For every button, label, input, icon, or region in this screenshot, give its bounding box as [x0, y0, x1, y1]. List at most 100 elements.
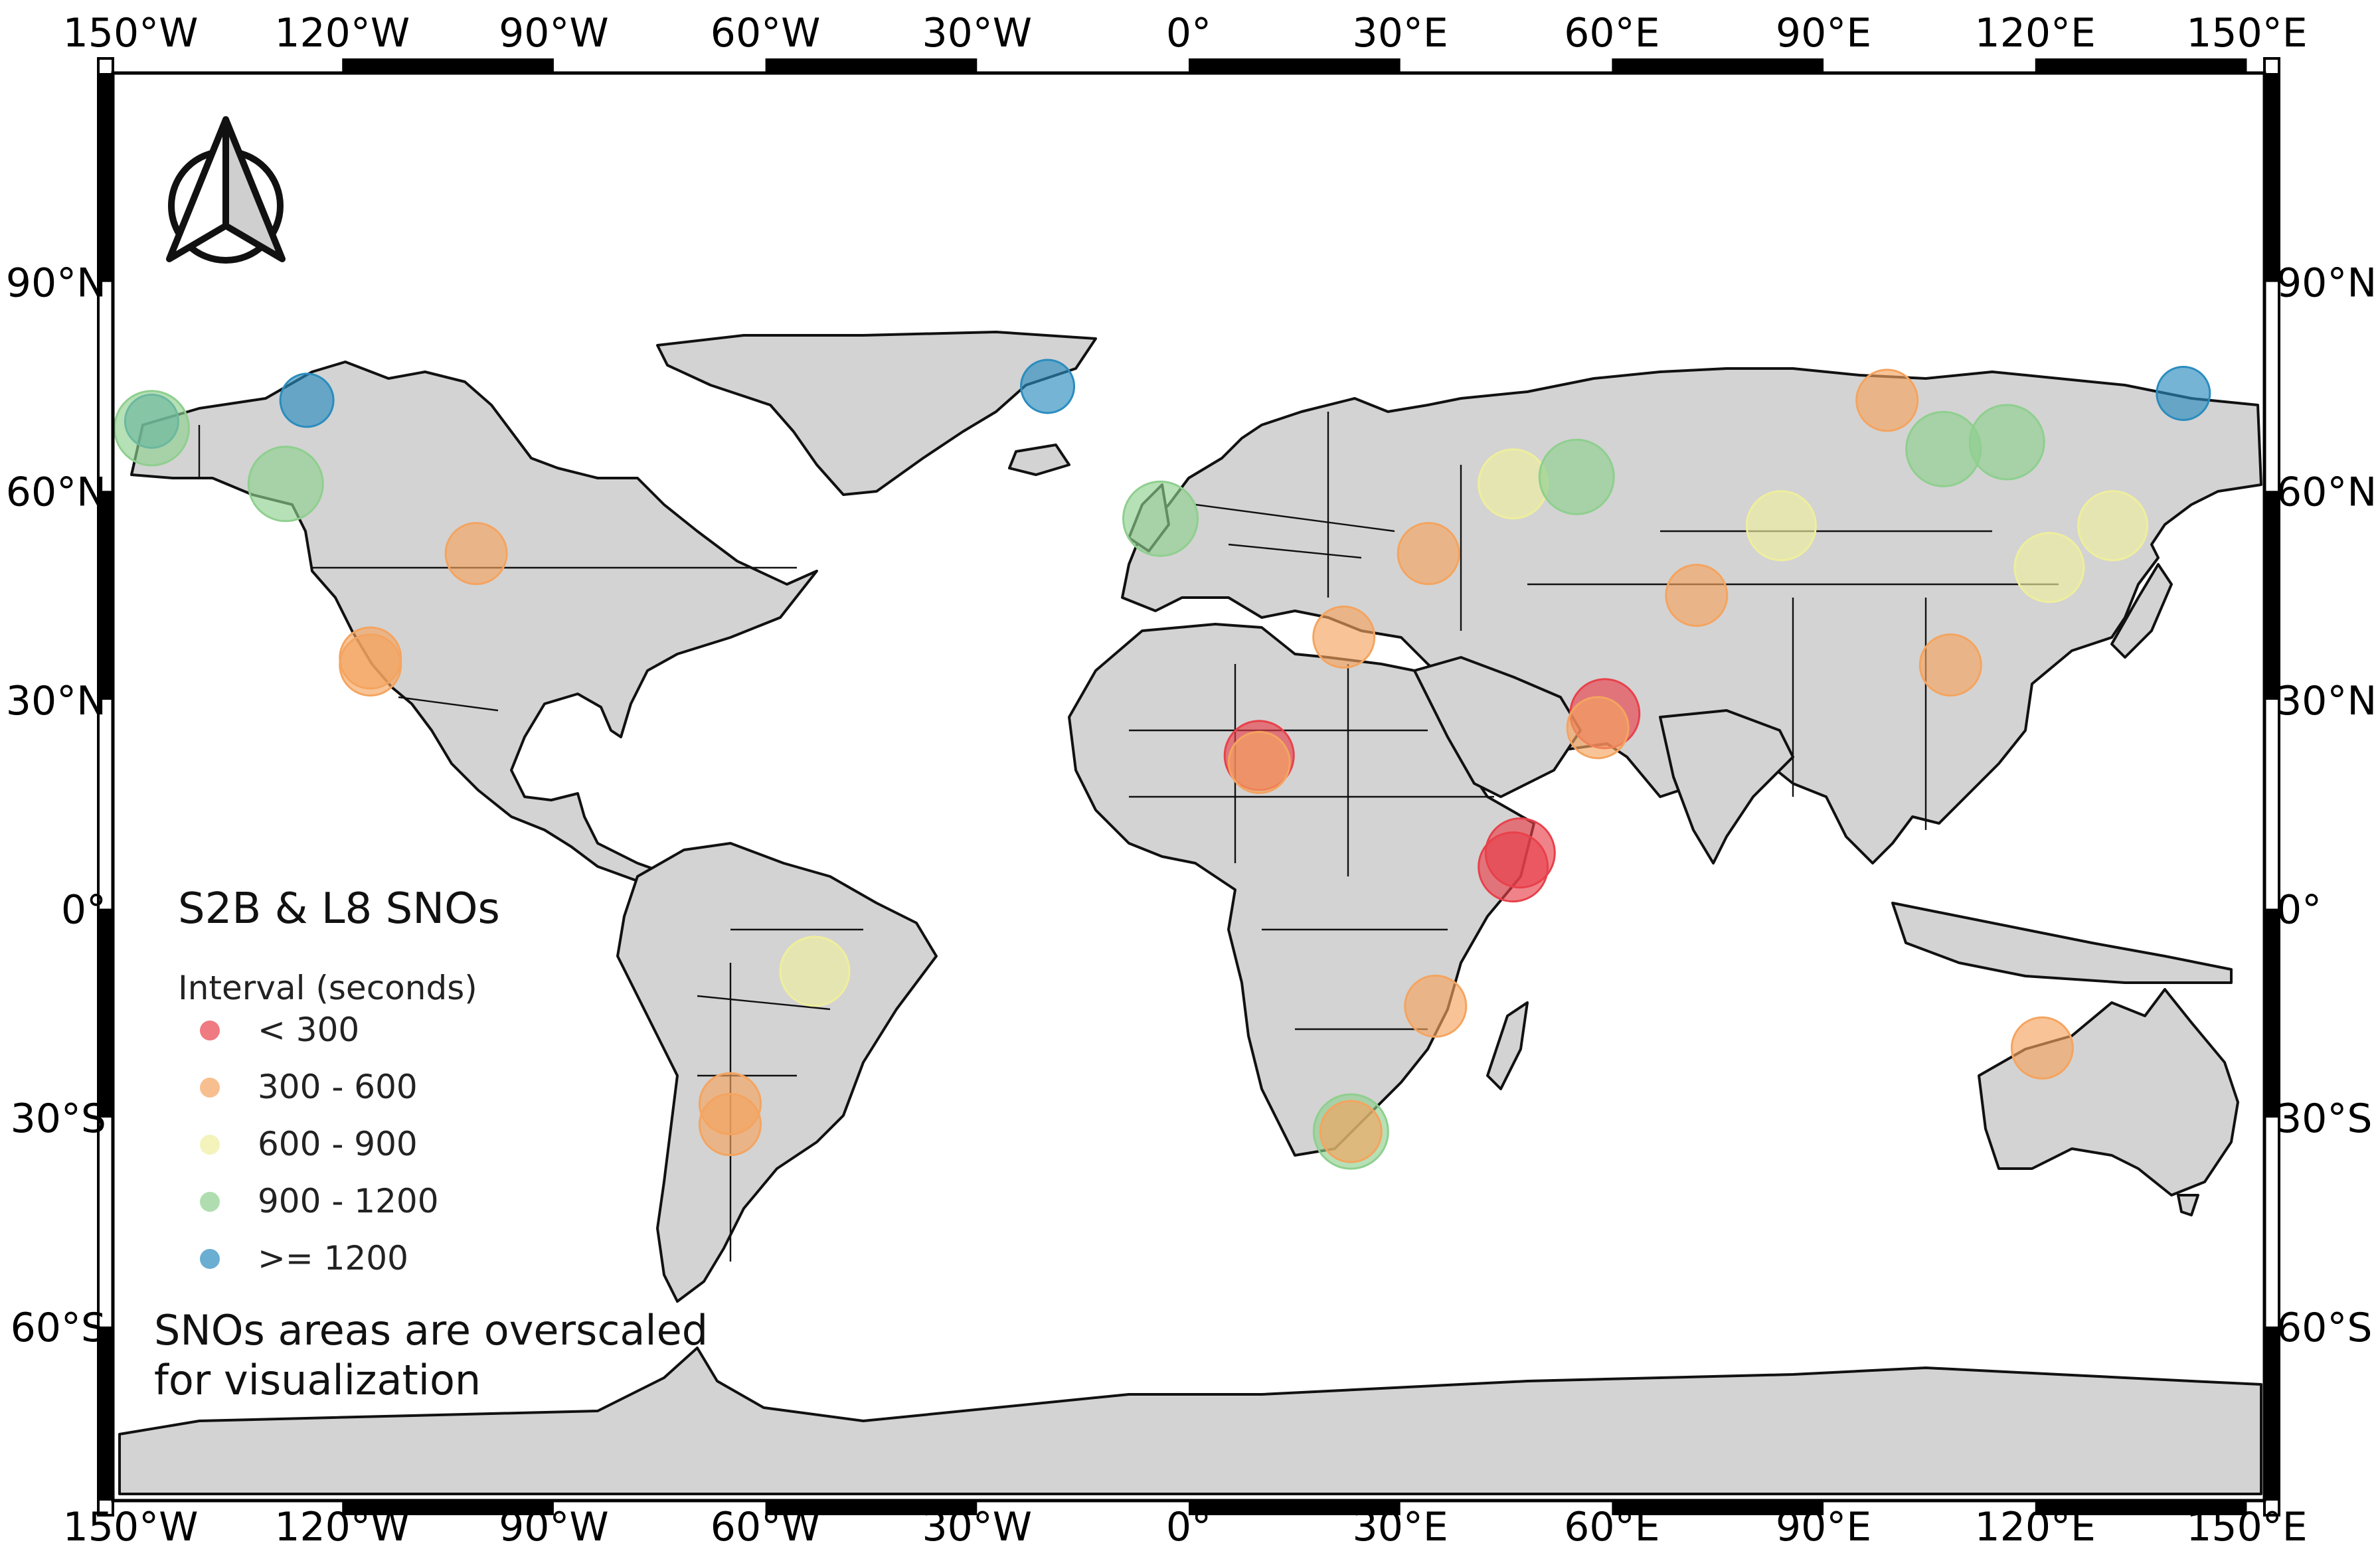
- lon-tick-label: 60°E: [1564, 1504, 1659, 1550]
- lat-tick-label: 30°S: [11, 1096, 106, 1142]
- sno-point: [247, 446, 324, 523]
- legend-label: 900 - 1200: [258, 1182, 439, 1220]
- lat-tick-label: 0°: [61, 887, 106, 934]
- frame-bar: [98, 1326, 113, 1501]
- sno-point: [1397, 522, 1460, 586]
- frame-bar: [1612, 58, 1824, 73]
- sno-point: [1020, 359, 1076, 414]
- lon-tick-label: 30°E: [1353, 10, 1448, 56]
- lon-tick-label: 30°W: [922, 10, 1032, 56]
- legend-swatch: [200, 1192, 220, 1212]
- madagascar: [1486, 1001, 1529, 1090]
- arabia: [1413, 656, 1582, 798]
- lat-tick-label: 0°: [2276, 887, 2322, 934]
- lat-tick-label: 60°N: [2276, 469, 2377, 515]
- legend-subtitle: Interval (seconds): [178, 969, 477, 1007]
- sno-point: [779, 936, 851, 1007]
- tasmania: [2177, 1194, 2199, 1216]
- legend-label: 600 - 900: [258, 1125, 418, 1163]
- graticule-labels: 150°W 150°W 120°W 120°W 90°W 90°W 60°W 60°W 30°W…: [6, 10, 2377, 1550]
- lon-tick-label: 60°W: [711, 10, 821, 56]
- lon-tick-label: 90°E: [1776, 1504, 1871, 1550]
- sno-point: [2077, 490, 2149, 562]
- lon-tick-label: 120°E: [1975, 1504, 2096, 1550]
- indonesia: [1891, 902, 2233, 984]
- sno-point: [1478, 831, 1549, 903]
- lat-tick-label: 30°N: [6, 678, 106, 724]
- note-line-2: for visualization: [154, 1356, 481, 1404]
- sno-point: [2156, 365, 2211, 421]
- sno-point: [2010, 1016, 2074, 1080]
- sno-point: [444, 522, 508, 586]
- frame-bar: [2264, 73, 2279, 282]
- frame-bar: [2035, 1501, 2247, 1515]
- lon-tick-label: 120°W: [274, 10, 410, 56]
- sno-point: [1319, 1100, 1383, 1163]
- sno-point: [339, 633, 402, 697]
- lon-tick-label: 120°E: [1975, 10, 2096, 56]
- australia: [1978, 988, 2239, 1196]
- sno-point: [1122, 480, 1199, 557]
- lon-tick-label: 150°W: [63, 10, 199, 56]
- sno-points-layer: [113, 359, 2211, 1170]
- lon-tick-label: 0°: [1166, 10, 1211, 56]
- sno-point: [1227, 730, 1291, 794]
- sno-point: [279, 372, 335, 428]
- sno-point: [2013, 532, 2085, 604]
- lon-tick-label: 90°E: [1776, 10, 1871, 56]
- frame-bar: [765, 1501, 978, 1515]
- japan: [2110, 563, 2173, 659]
- sno-point: [1918, 633, 1982, 697]
- sno-point: [1968, 404, 2045, 481]
- frame-bar: [2264, 1326, 2279, 1501]
- lat-tick-label: 90°N: [6, 260, 106, 307]
- north-arrow-icon: [166, 116, 286, 264]
- sno-point: [1665, 564, 1729, 627]
- sno-point: [1478, 448, 1549, 520]
- legend-label: 300 - 600: [258, 1068, 418, 1106]
- sno-point: [1745, 490, 1817, 562]
- legend-swatch: [200, 1249, 220, 1269]
- frame-bar: [98, 491, 113, 700]
- frame-bar: [97, 57, 114, 1517]
- lon-tick-label: 30°E: [1353, 1504, 1448, 1550]
- lat-tick-label: 60°S: [2276, 1305, 2372, 1351]
- sno-point: [699, 1093, 762, 1157]
- frame-bar: [2263, 57, 2280, 1517]
- lon-tick-label: 150°E: [2186, 10, 2307, 56]
- legend-swatch: [200, 1021, 220, 1040]
- legend: S2B & L8 SNOs Interval (seconds) < 300 30…: [178, 884, 500, 1277]
- lat-tick-label: 60°S: [11, 1305, 106, 1351]
- sno-point: [1566, 696, 1630, 760]
- legend-swatch: [200, 1135, 220, 1155]
- legend-label: < 300: [258, 1011, 359, 1049]
- graticule-frame-bars: [97, 57, 2280, 1517]
- lon-tick-label: 150°E: [2186, 1504, 2307, 1550]
- sno-point: [1312, 606, 1376, 669]
- frame-bar: [98, 908, 113, 1118]
- lon-tick-label: 60°W: [711, 1504, 821, 1550]
- legend-swatch: [200, 1078, 220, 1098]
- frame-bar: [342, 1501, 554, 1515]
- lat-tick-label: 30°S: [2276, 1096, 2372, 1142]
- antarctica: [118, 1347, 2262, 1495]
- frame-bar: [2264, 491, 2279, 700]
- lon-tick-label: 90°W: [499, 10, 609, 56]
- lat-tick-label: 90°N: [2276, 260, 2377, 307]
- lat-tick-label: 60°N: [6, 469, 106, 515]
- sno-point: [1855, 369, 1919, 432]
- lon-tick-label: 120°W: [274, 1504, 410, 1550]
- lon-tick-label: 0°: [1166, 1504, 1211, 1550]
- sno-point: [1538, 438, 1615, 515]
- sno-point: [113, 390, 190, 467]
- legend-label: >= 1200: [258, 1239, 408, 1277]
- sno-point: [1404, 974, 1468, 1038]
- legend-title: S2B & L8 SNOs: [178, 884, 500, 934]
- frame-bar: [765, 58, 978, 73]
- frame-bar: [2035, 58, 2247, 73]
- frame-bar: [98, 73, 113, 282]
- frame-bar: [1612, 1501, 1824, 1515]
- greenland: [656, 331, 1097, 496]
- frame-bar: [1189, 1501, 1401, 1515]
